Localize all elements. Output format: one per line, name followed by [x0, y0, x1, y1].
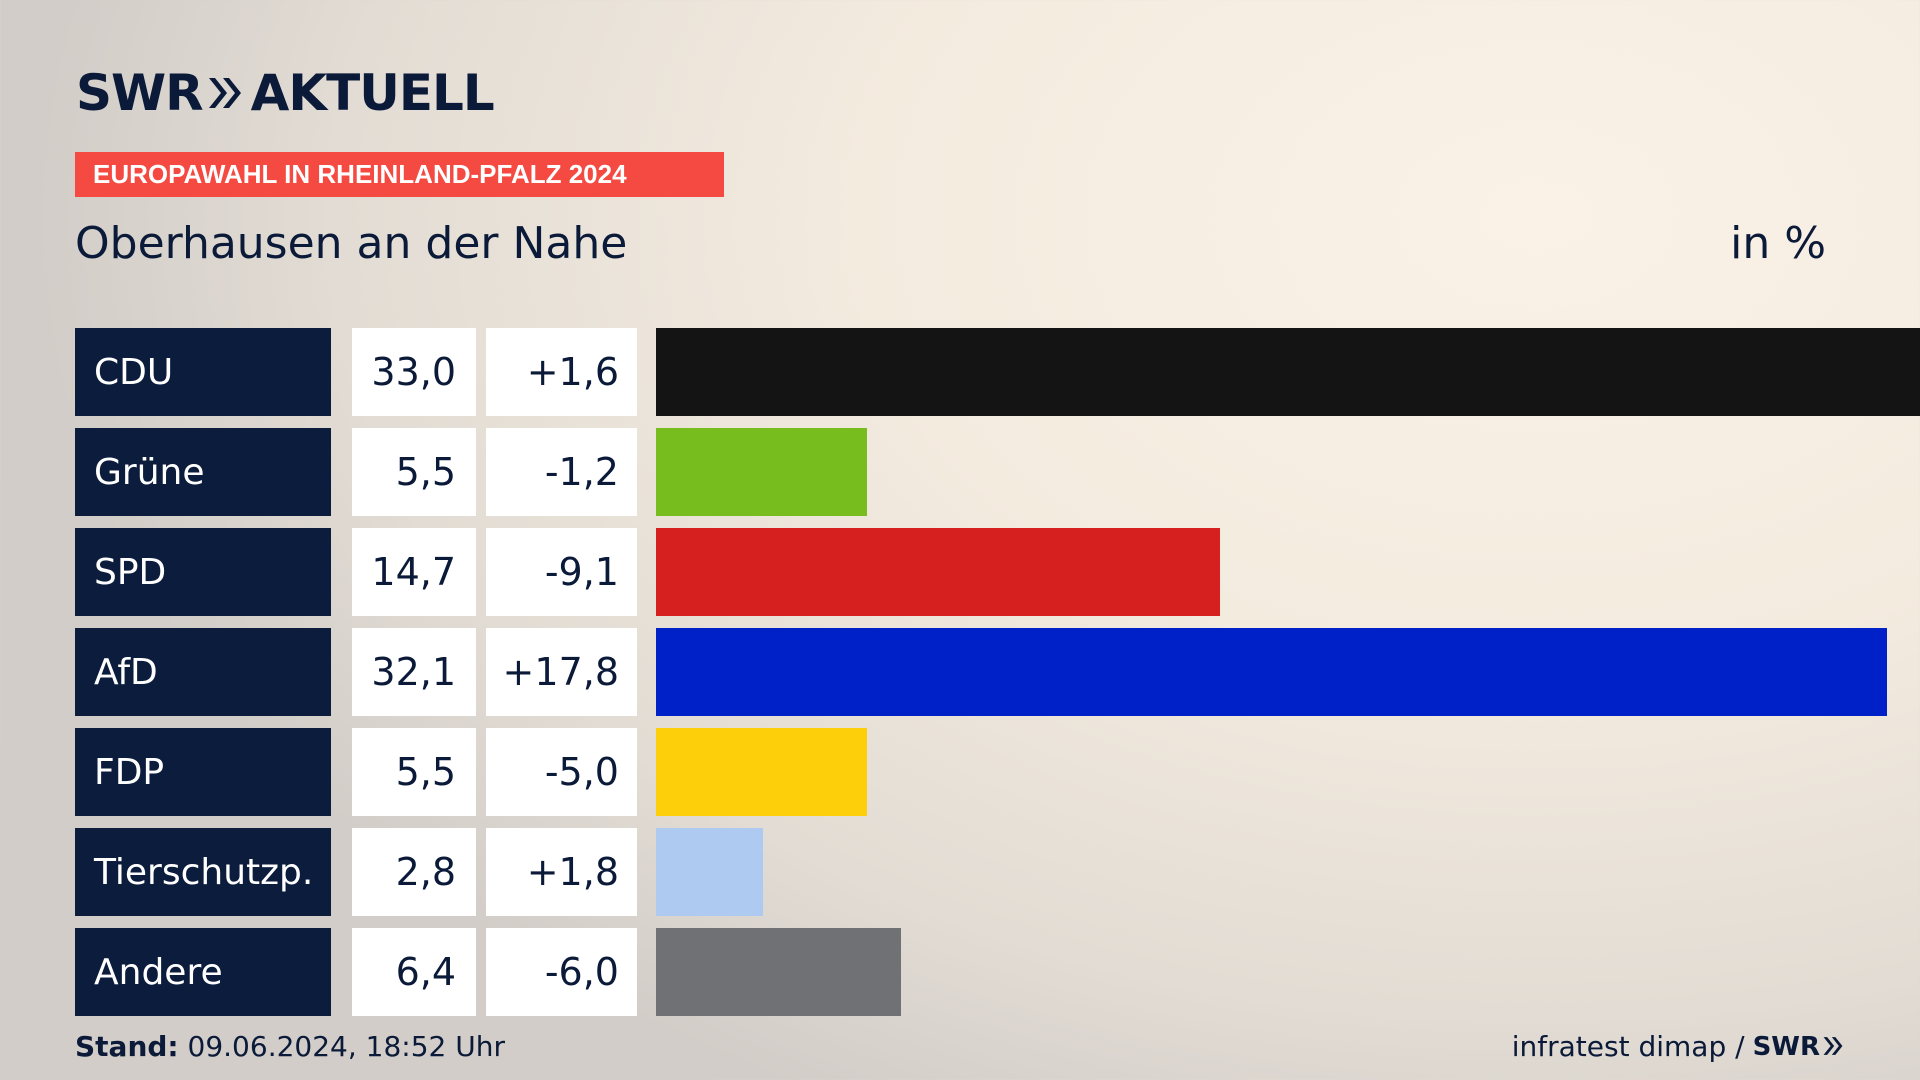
vote-share-value: 6,4 — [352, 928, 476, 1016]
change-value: -9,1 — [486, 528, 637, 616]
party-label: Grüne — [75, 428, 331, 516]
result-bar — [656, 828, 763, 916]
double-chevron-small-icon — [1822, 1030, 1844, 1063]
vote-share-value: 32,1 — [352, 628, 476, 716]
party-label: AfD — [75, 628, 331, 716]
party-label: Tierschutzp. — [75, 828, 331, 916]
result-bar — [656, 328, 1920, 416]
vote-share-value: 33,0 — [352, 328, 476, 416]
brand-swr: SWR — [76, 64, 204, 122]
change-value: +17,8 — [486, 628, 637, 716]
party-label: FDP — [75, 728, 331, 816]
election-badge: EUROPAWAHL IN RHEINLAND-PFALZ 2024 — [75, 152, 724, 197]
source-credit: infratest dimap / SWR — [1512, 1030, 1844, 1063]
vote-share-value: 5,5 — [352, 428, 476, 516]
change-value: -6,0 — [486, 928, 637, 1016]
change-value: +1,6 — [486, 328, 637, 416]
double-chevron-icon — [207, 64, 243, 122]
party-label: SPD — [75, 528, 331, 616]
result-bar — [656, 928, 901, 1016]
source-brand: SWR — [1752, 1031, 1820, 1062]
change-value: -1,2 — [486, 428, 637, 516]
change-value: -5,0 — [486, 728, 637, 816]
stand-value: 09.06.2024, 18:52 Uhr — [187, 1030, 505, 1063]
party-label: Andere — [75, 928, 331, 1016]
change-value: +1,8 — [486, 828, 637, 916]
stand-label: Stand: — [75, 1030, 179, 1063]
result-bar — [656, 528, 1220, 616]
vote-share-value: 5,5 — [352, 728, 476, 816]
source-label: infratest dimap / — [1511, 1030, 1745, 1063]
unit-label: in % — [1730, 218, 1826, 269]
result-bar — [656, 628, 1887, 716]
party-label: CDU — [75, 328, 331, 416]
brand-aktuell: AKTUELL — [250, 64, 495, 122]
swr-aktuell-logo: SWR AKTUELL — [76, 64, 495, 122]
result-bar — [656, 728, 867, 816]
vote-share-value: 2,8 — [352, 828, 476, 916]
page-title: Oberhausen an der Nahe — [75, 218, 628, 269]
vote-share-value: 14,7 — [352, 528, 476, 616]
result-bar — [656, 428, 867, 516]
timestamp: Stand: 09.06.2024, 18:52 Uhr — [75, 1030, 505, 1063]
